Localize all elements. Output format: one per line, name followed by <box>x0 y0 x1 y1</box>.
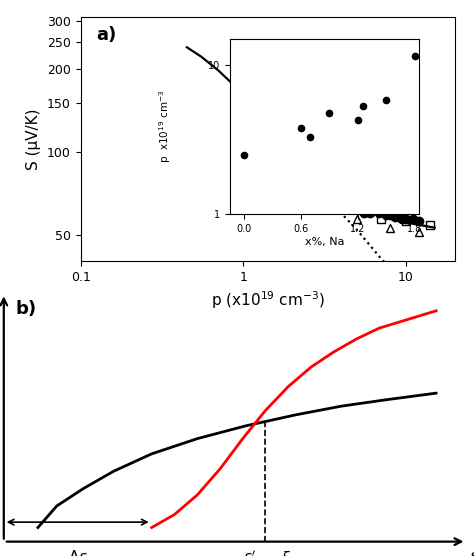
Text: a): a) <box>96 26 117 44</box>
Text: $\varepsilon$: $\varepsilon$ <box>469 549 474 556</box>
Y-axis label: S (μV/K): S (μV/K) <box>27 108 41 170</box>
Text: $\xi$: $\xi$ <box>282 549 291 556</box>
X-axis label: p (x10$^{19}$ cm$^{-3}$): p (x10$^{19}$ cm$^{-3}$) <box>211 290 325 311</box>
Y-axis label: p  x10$^{19}$ cm$^{-3}$: p x10$^{19}$ cm$^{-3}$ <box>157 90 173 163</box>
X-axis label: x%, Na: x%, Na <box>305 236 345 246</box>
Text: $\Delta\varepsilon$: $\Delta\varepsilon$ <box>68 549 88 556</box>
Text: $\varepsilon'$: $\varepsilon'$ <box>243 549 257 556</box>
Text: b): b) <box>15 300 36 318</box>
